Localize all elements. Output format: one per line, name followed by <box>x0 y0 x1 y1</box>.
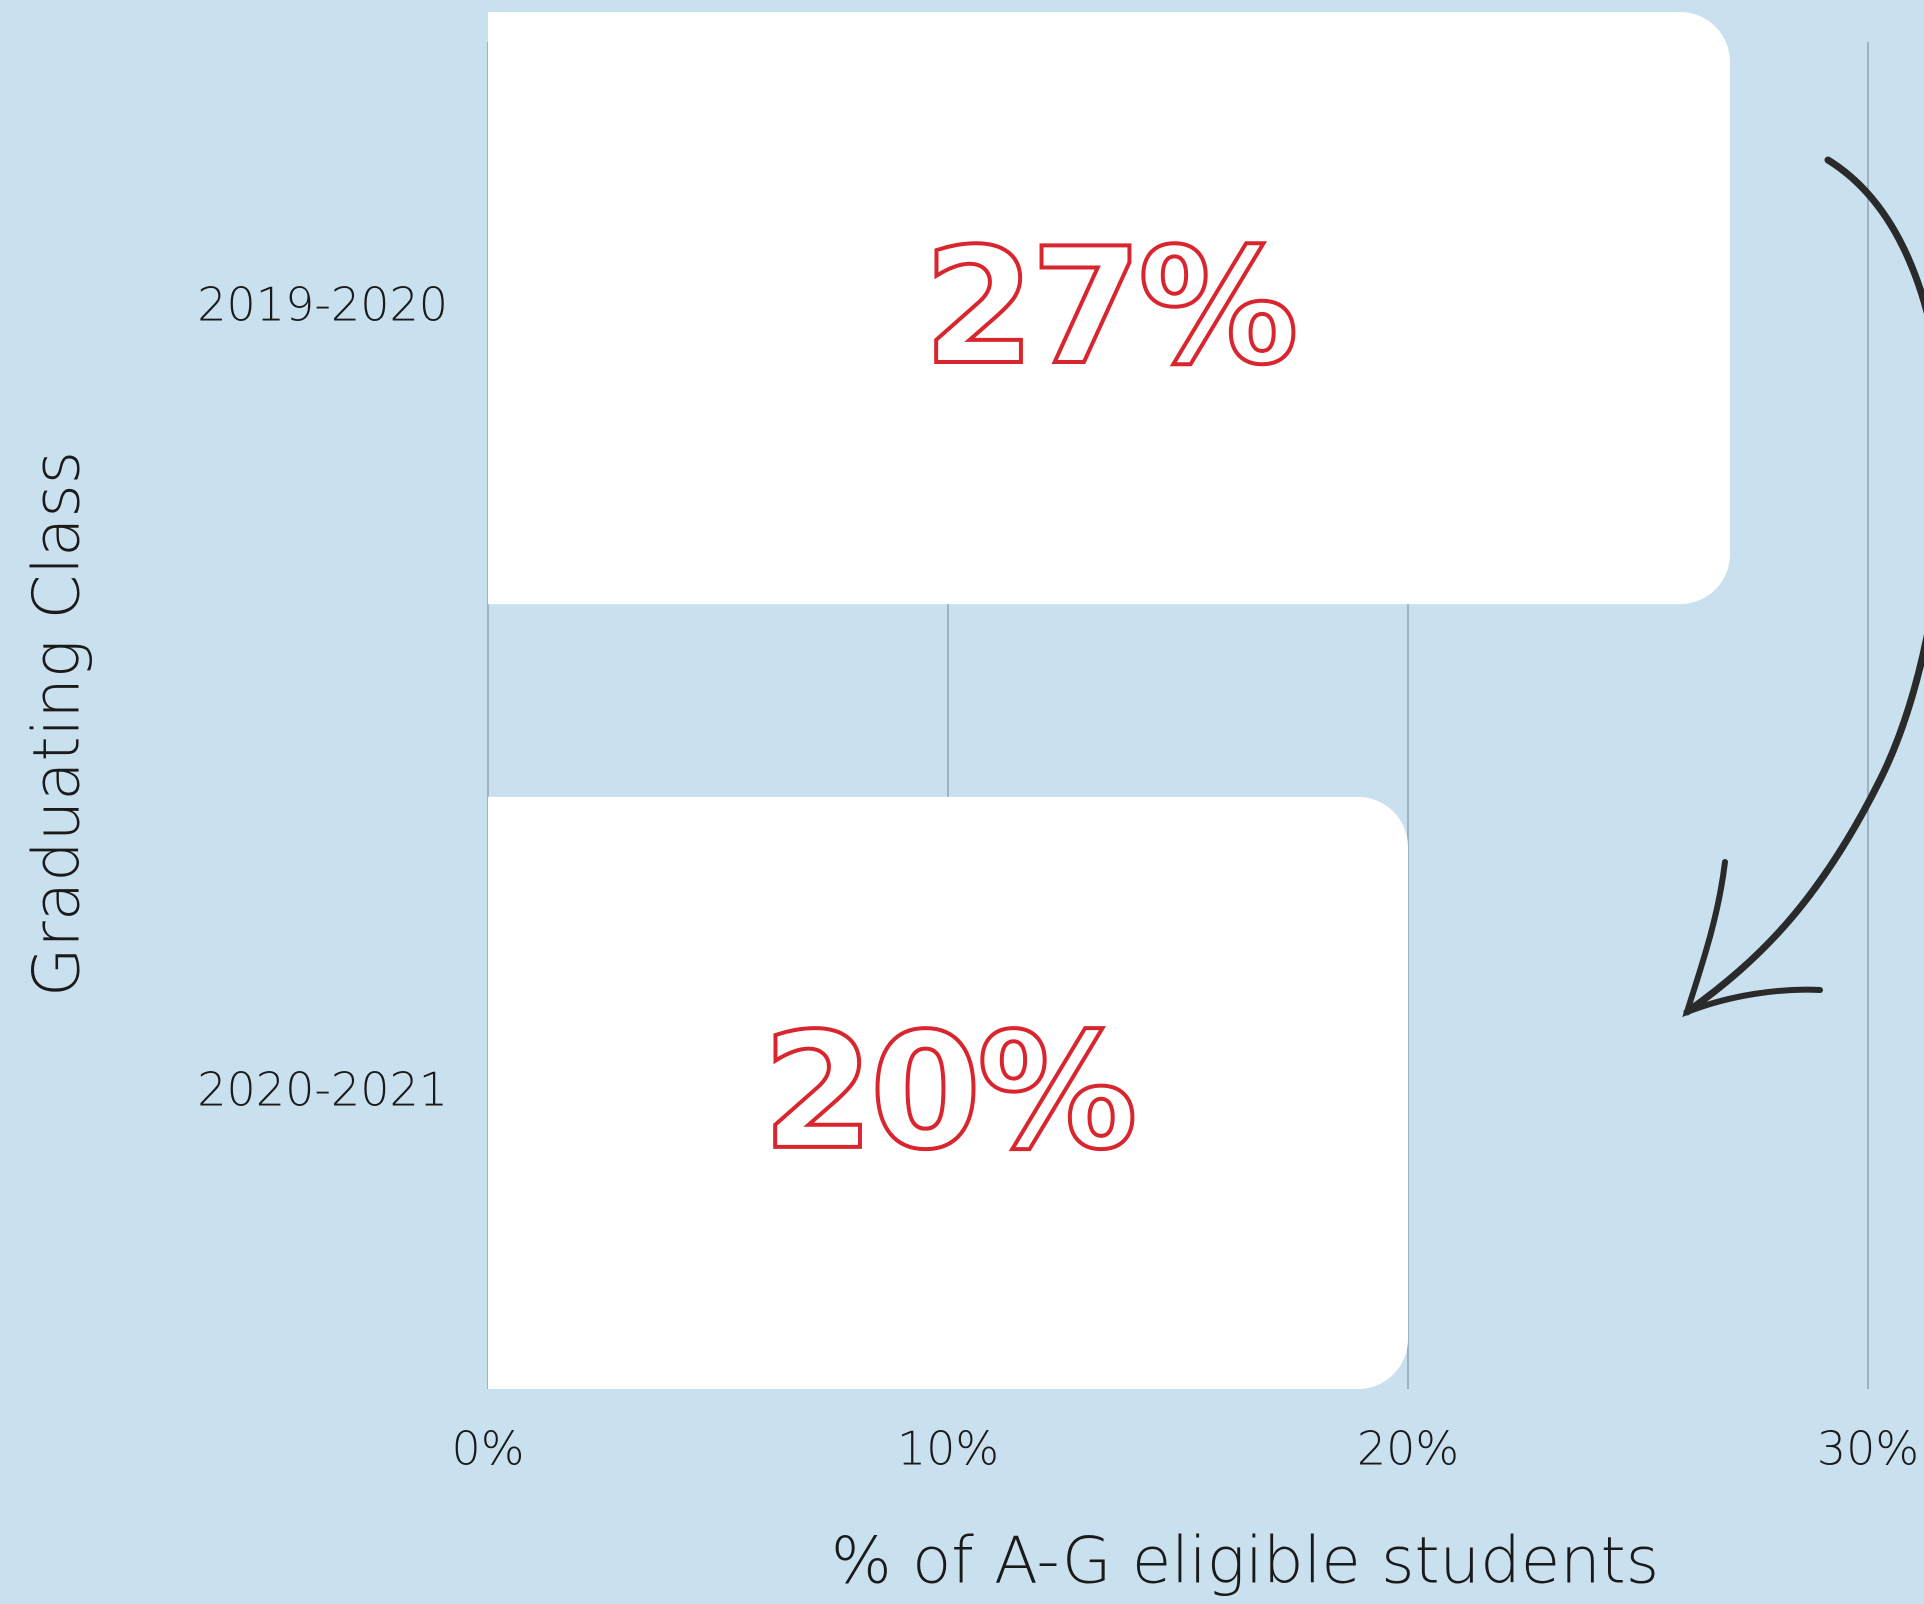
category-label: 2020-2021 <box>197 1062 448 1116</box>
bar <box>488 12 1730 605</box>
x-tick-label: 30% <box>1817 1422 1919 1476</box>
x-tick-label: 0% <box>452 1422 525 1476</box>
arrow-head <box>1682 859 1823 1018</box>
category-label: 2019-2020 <box>197 278 448 332</box>
arrow-decoration <box>1682 156 1924 1018</box>
x-axis-title: % of A-G eligible students <box>831 1525 1659 1599</box>
bar <box>488 796 1408 1389</box>
arrow-shaft <box>1683 156 1924 1016</box>
value-label: 20% <box>763 998 1134 1185</box>
x-tick-label: 10% <box>897 1422 999 1476</box>
value-label: 27% <box>924 213 1295 400</box>
bar-layer <box>488 12 1730 1389</box>
y-axis-title: Graduating Class <box>21 451 95 997</box>
x-tick-label: 20% <box>1357 1422 1459 1476</box>
